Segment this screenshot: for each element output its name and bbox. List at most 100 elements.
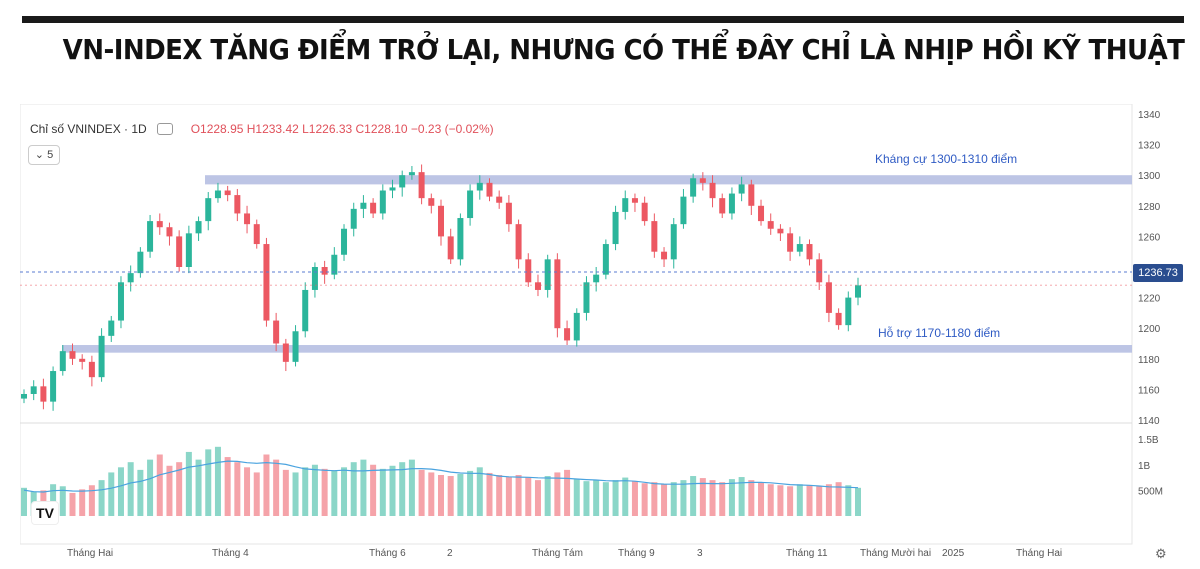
volume-bar xyxy=(438,475,444,516)
volume-bar xyxy=(389,465,396,516)
volume-bar xyxy=(263,454,270,516)
candle xyxy=(748,184,755,206)
y-tick-label: 1140 xyxy=(1138,416,1160,427)
candle xyxy=(505,202,512,225)
x-tick-label: Tháng Tám xyxy=(532,548,583,559)
resistance-label: Kháng cự 1300-1310 điểm xyxy=(875,152,1017,166)
resistance-band xyxy=(205,175,1132,185)
volume-bar xyxy=(379,468,386,516)
candle xyxy=(631,198,638,203)
candle xyxy=(302,289,309,332)
symbol-label: Chỉ số VNINDEX · 1D xyxy=(30,122,147,136)
volume-tick-label: 1B xyxy=(1138,461,1151,472)
x-tick-label: Tháng Hai xyxy=(67,548,113,559)
candle xyxy=(117,282,124,321)
volume-bar xyxy=(806,485,813,516)
volume-bar xyxy=(738,477,745,516)
volume-bar xyxy=(253,472,260,516)
candle xyxy=(214,190,221,199)
volume-bar xyxy=(767,484,774,516)
volume-bar xyxy=(467,470,474,516)
candle xyxy=(428,198,435,206)
volume-bar xyxy=(399,462,406,516)
x-tick-label: 3 xyxy=(697,548,703,559)
volume-bar xyxy=(360,459,367,516)
y-tick-label: 1260 xyxy=(1138,232,1161,243)
volume-bar xyxy=(787,486,794,516)
candle xyxy=(205,198,212,222)
candle xyxy=(234,195,241,214)
candle xyxy=(341,228,348,255)
page-title: VN-INDEX TĂNG ĐIỂM TRỞ LẠI, NHƯNG CÓ THỂ… xyxy=(62,33,1185,66)
volume-bar xyxy=(311,464,318,516)
y-tick-label: 1180 xyxy=(1138,355,1160,366)
volume-bar xyxy=(554,472,561,516)
volume-bar xyxy=(447,476,454,516)
volume-bar xyxy=(525,477,532,516)
candle xyxy=(263,244,270,321)
volume-bar xyxy=(661,484,668,516)
compare-icon[interactable] xyxy=(156,122,173,135)
volume-bar xyxy=(651,482,658,516)
candle xyxy=(564,328,571,341)
volume-bar xyxy=(564,469,571,516)
candle xyxy=(738,184,745,194)
candle xyxy=(108,320,115,336)
volume-bar xyxy=(224,457,231,516)
volume-bar xyxy=(370,464,377,516)
volume-bar xyxy=(98,480,105,516)
support-band xyxy=(62,345,1132,353)
volume-bar xyxy=(137,469,144,516)
x-tick-label: 2 xyxy=(447,548,453,559)
support-label: Hỗ trợ 1170-1180 điểm xyxy=(878,325,1000,340)
volume-bar xyxy=(341,467,348,516)
candle xyxy=(292,331,299,362)
candle xyxy=(515,224,522,260)
plot-frame xyxy=(20,104,1133,545)
candle xyxy=(777,228,784,234)
candle xyxy=(137,251,144,274)
volume-bar xyxy=(127,462,134,516)
chart-legend: Chỉ số VNINDEX · 1D O1228.95 H1233.42 L12… xyxy=(30,122,494,136)
candle xyxy=(670,224,677,260)
volume-bar xyxy=(88,485,95,516)
volume-bar xyxy=(282,469,289,516)
x-tick-label: Tháng 4 xyxy=(212,548,249,559)
x-tick-label: Tháng 11 xyxy=(786,548,828,559)
candle xyxy=(331,254,338,275)
candle xyxy=(661,251,668,260)
volume-bar xyxy=(59,486,66,516)
gear-icon[interactable]: ⚙ xyxy=(1155,546,1167,561)
indicator-toggle[interactable]: ⌄ 5 xyxy=(28,145,60,165)
y-tick-label: 1280 xyxy=(1138,202,1161,213)
volume-tick-label: 500M xyxy=(1138,486,1163,497)
volume-bar xyxy=(147,459,154,516)
candle xyxy=(573,312,580,341)
candle xyxy=(554,259,561,329)
volume-bar xyxy=(719,482,726,516)
candle xyxy=(845,297,852,326)
candle xyxy=(593,274,600,283)
candle xyxy=(476,182,483,191)
candle xyxy=(457,218,464,260)
volume-bar xyxy=(845,485,852,516)
volume-bar xyxy=(234,462,241,516)
candle xyxy=(185,233,192,267)
candle xyxy=(622,198,629,212)
y-tick-label: 1200 xyxy=(1138,324,1161,335)
candle xyxy=(612,211,619,245)
volume-bar xyxy=(185,451,192,516)
candle xyxy=(767,221,774,229)
volume-bar xyxy=(728,479,735,516)
candle xyxy=(486,182,493,197)
volume-bar xyxy=(476,467,483,516)
volume-bar xyxy=(622,477,629,516)
candle xyxy=(98,335,105,378)
volume-bar xyxy=(69,492,76,516)
volume-bar xyxy=(486,472,493,516)
candle xyxy=(728,193,735,214)
x-tick-label: Tháng Mười hai xyxy=(860,548,931,559)
volume-bar xyxy=(302,467,309,516)
candlestick-chart: 1340132013001280126012401220120011801160… xyxy=(20,104,1163,559)
volume-bar xyxy=(244,467,251,516)
